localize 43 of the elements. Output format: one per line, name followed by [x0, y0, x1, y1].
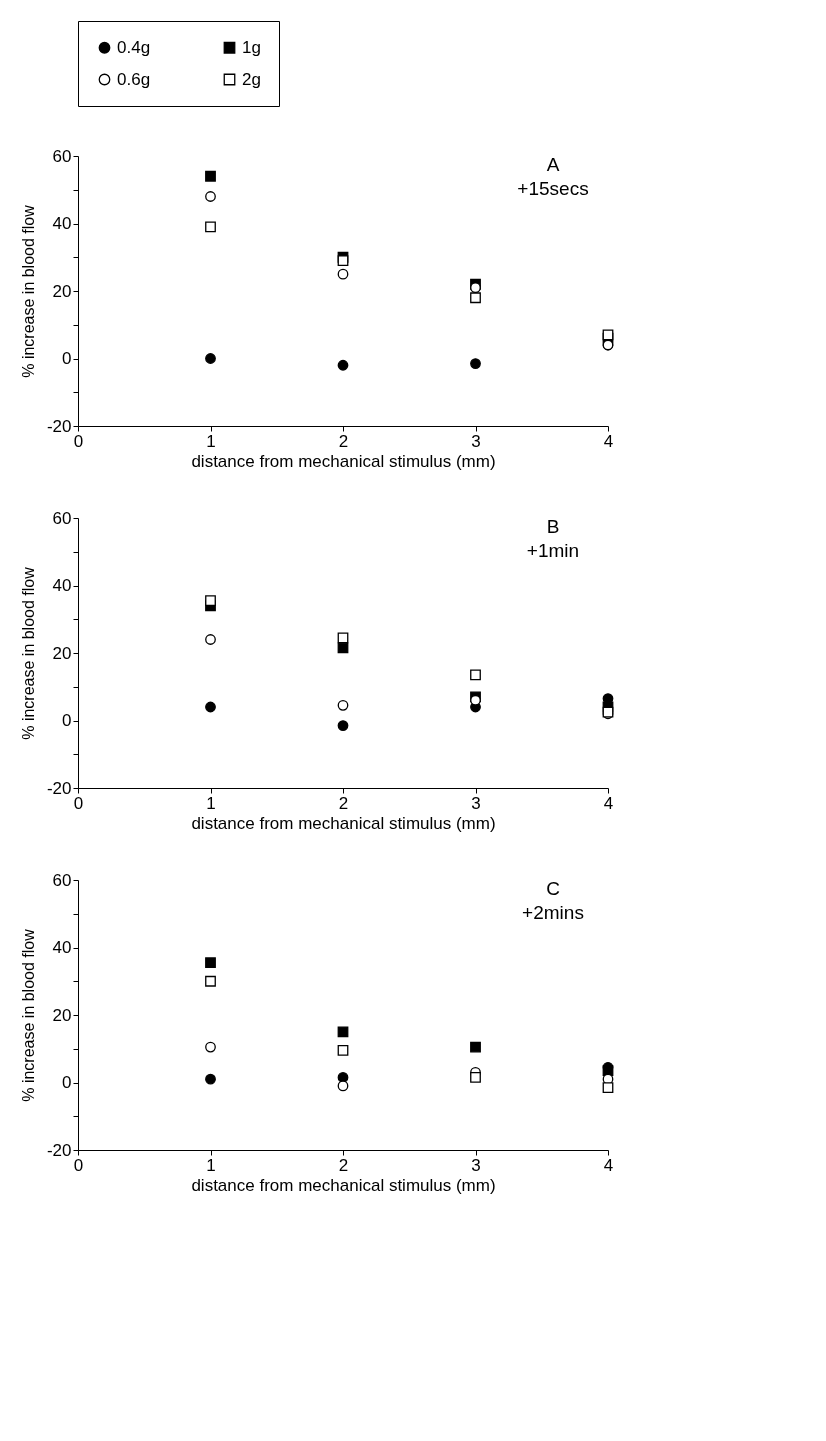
y-tick-label: 40 — [52, 938, 72, 957]
y-tick-label: 60 — [52, 870, 72, 890]
annotation: +1min — [526, 540, 580, 561]
legend-label: 2g — [242, 69, 261, 89]
x-tick-label: 2 — [338, 793, 349, 813]
legend-label: 0.4g — [117, 37, 151, 57]
y-axis-title: % increase in blood flow — [19, 928, 37, 1102]
y-tick-label: 40 — [52, 576, 72, 595]
x-tick-label: 4 — [603, 1155, 614, 1175]
x-tick-label: 1 — [206, 793, 216, 813]
x-tick-label: 3 — [471, 431, 481, 451]
x-tick-label: 4 — [603, 431, 614, 451]
x-axis-title: distance from mechanical stimulus (mm) — [191, 451, 496, 471]
y-tick-label: 20 — [52, 643, 72, 663]
x-axis-title: distance from mechanical stimulus (mm) — [191, 1175, 496, 1195]
x-tick-label: 2 — [338, 1155, 349, 1175]
annotation: A — [546, 154, 560, 175]
y-tick-label: -20 — [46, 416, 72, 436]
y-tick-label: 0 — [62, 1073, 72, 1092]
y-tick-label: 60 — [52, 146, 72, 166]
x-tick-label: 2 — [338, 431, 349, 451]
y-tick-label: 20 — [52, 281, 72, 301]
y-axis-title: % increase in blood flow — [19, 204, 37, 378]
x-tick-label: 3 — [471, 1155, 481, 1175]
annotation: B — [546, 516, 560, 537]
x-tick-label: 4 — [603, 793, 614, 813]
x-tick-label: 3 — [471, 793, 481, 813]
y-tick-label: -20 — [46, 1140, 72, 1160]
x-tick-label: 1 — [206, 1155, 216, 1175]
legend-label: 0.6g — [117, 69, 151, 89]
y-tick-label: 60 — [52, 508, 72, 528]
annotation: C — [546, 878, 560, 899]
annotation: +2mins — [522, 902, 584, 923]
y-tick-label: 20 — [52, 1005, 72, 1025]
y-tick-label: 40 — [52, 214, 72, 233]
y-axis-title: % increase in blood flow — [19, 566, 37, 740]
y-tick-label: -20 — [46, 778, 72, 798]
y-tick-label: 0 — [62, 349, 72, 368]
y-tick-label: 0 — [62, 711, 72, 730]
legend-label: 1g — [242, 37, 261, 57]
annotation: +15secs — [517, 178, 589, 199]
x-tick-label: 1 — [206, 431, 216, 451]
x-axis-title: distance from mechanical stimulus (mm) — [191, 813, 496, 833]
